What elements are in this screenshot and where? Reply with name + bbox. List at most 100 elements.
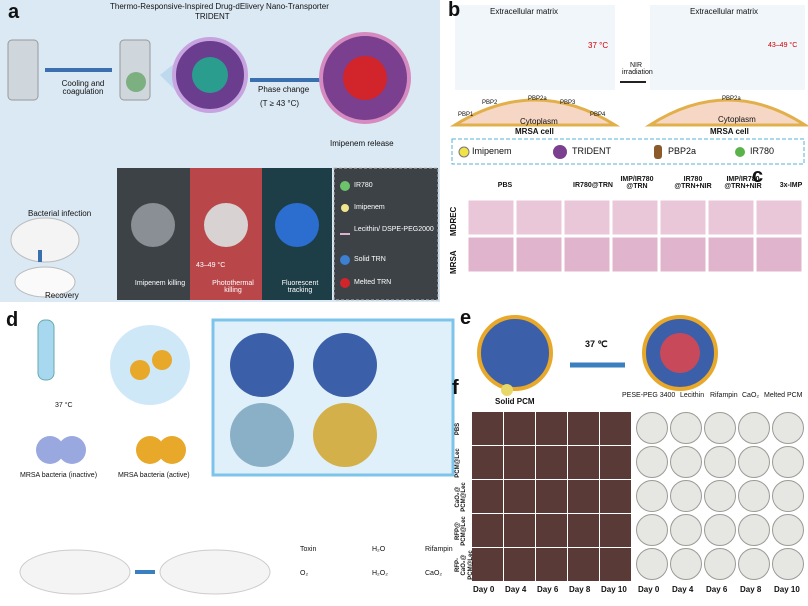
tissue-photo xyxy=(563,236,611,273)
day-label: Day 0 xyxy=(473,585,495,594)
protein-label: PBP1 xyxy=(458,112,474,118)
icon xyxy=(501,384,513,396)
step-label: Cooling and coagulation xyxy=(61,79,105,97)
tissue-photo xyxy=(568,480,599,513)
tissue-photo xyxy=(504,548,535,581)
tissue-photo xyxy=(611,236,659,273)
petri-dish xyxy=(738,548,770,580)
cell xyxy=(644,98,808,127)
legend-label: IR780 xyxy=(750,146,775,156)
day-label: Day 4 xyxy=(505,585,527,594)
legend-label: Rifampin xyxy=(710,392,738,399)
panel-label: e xyxy=(460,307,472,329)
petri-dish xyxy=(636,412,668,444)
mouse xyxy=(14,266,76,298)
bacteria xyxy=(158,436,186,464)
row-label: CaO₂@ PCM@Lec xyxy=(455,482,468,512)
row-label: MRSA xyxy=(449,250,458,274)
step-label: Imipenem release xyxy=(330,139,394,148)
particle xyxy=(230,333,294,397)
petri-dish xyxy=(636,446,668,478)
day-label: Day 8 xyxy=(569,585,591,594)
tissue-photo xyxy=(472,412,503,445)
legend-label: Lecithin/ DSPE-PEG2000 xyxy=(354,226,434,233)
matrix-label: Extracellular matrix xyxy=(490,7,559,16)
cell-label: MRSA cell xyxy=(710,127,749,136)
panel-label: f xyxy=(452,377,459,399)
temperature: 37 °C xyxy=(588,41,609,50)
panel-label: c xyxy=(752,165,764,187)
step-label: Phase change xyxy=(258,85,310,94)
matrix xyxy=(455,5,615,90)
tissue-photo xyxy=(536,446,567,479)
temperature: 37 °C xyxy=(55,402,73,409)
cytoplasm-label: Cytoplasm xyxy=(520,117,558,126)
tissue-photo xyxy=(472,514,503,547)
protein-label: PBP3 xyxy=(560,100,576,106)
mode-label: Fluorescent tracking xyxy=(281,280,319,295)
mouse xyxy=(159,549,271,595)
tissue-photo xyxy=(600,514,631,547)
icon xyxy=(553,145,567,159)
petri-dish xyxy=(772,548,804,580)
panel-label: a xyxy=(8,1,20,23)
tissue-photo xyxy=(600,548,631,581)
icon xyxy=(654,145,662,159)
legend-label: PBP2a xyxy=(668,146,697,156)
particles xyxy=(126,72,146,92)
day-label: Day 4 xyxy=(672,585,694,594)
legend-label: Solid PCM xyxy=(495,397,535,406)
bacteria xyxy=(58,436,86,464)
step-label: (T ≥ 43 °C) xyxy=(260,99,300,108)
petri-dish xyxy=(670,412,702,444)
mouse xyxy=(10,217,80,263)
tissue-photo xyxy=(536,480,567,513)
panel-f-grid xyxy=(467,199,804,581)
icon xyxy=(458,146,470,158)
panel-label: d xyxy=(6,309,19,331)
tissue-photo xyxy=(536,514,567,547)
mode-label: Photothermal killing xyxy=(212,280,254,295)
petri-dish xyxy=(704,446,736,478)
day-label: Day 8 xyxy=(740,585,762,594)
petri-dish xyxy=(738,514,770,546)
protein-label: PBP2 xyxy=(482,100,498,106)
tissue-photo xyxy=(515,199,563,236)
bacteria-label: MRSA bacteria (active) xyxy=(118,472,190,479)
matrix-label: Extracellular matrix xyxy=(690,7,759,16)
particle xyxy=(152,350,172,370)
row-label: MDREC xyxy=(449,206,458,236)
tissue-photo xyxy=(600,480,631,513)
petri-dish xyxy=(670,514,702,546)
tissue-photo xyxy=(600,446,631,479)
tissue-photo xyxy=(515,236,563,273)
tissue-photo xyxy=(472,446,503,479)
legend-label: Imipenem xyxy=(354,204,385,211)
petri-dish xyxy=(772,412,804,444)
tissue-photo xyxy=(568,514,599,547)
row-label: RFP@ PCM@Lec xyxy=(455,516,468,546)
particle xyxy=(313,333,377,397)
bacterium xyxy=(275,203,319,247)
temperature: 43–49 °C xyxy=(768,42,798,49)
icon xyxy=(340,255,350,265)
tissue-photo xyxy=(611,199,659,236)
legend-label: Melted PCM xyxy=(764,392,803,399)
legend-label: TRIDENT xyxy=(572,146,611,156)
row-label: PCM@Lec xyxy=(455,448,461,478)
column-label: IMP/IR780 @TRN+NIR xyxy=(724,176,762,191)
legend-label: O₂ xyxy=(300,570,309,577)
core xyxy=(343,56,387,100)
legend-label: PESE-PEG 3400 xyxy=(622,392,676,399)
petri-dish xyxy=(772,446,804,478)
tissue-photo xyxy=(568,446,599,479)
petri-dish xyxy=(636,548,668,580)
tissue-photo xyxy=(504,514,535,547)
petri-dish xyxy=(670,548,702,580)
figure-title: Thermo-Responsive-Inspired Drug-dElivery… xyxy=(110,2,329,11)
tissue-photo xyxy=(472,548,503,581)
bacteria xyxy=(136,436,164,464)
petri-dish xyxy=(772,514,804,546)
cell-label: MRSA cell xyxy=(515,127,554,136)
